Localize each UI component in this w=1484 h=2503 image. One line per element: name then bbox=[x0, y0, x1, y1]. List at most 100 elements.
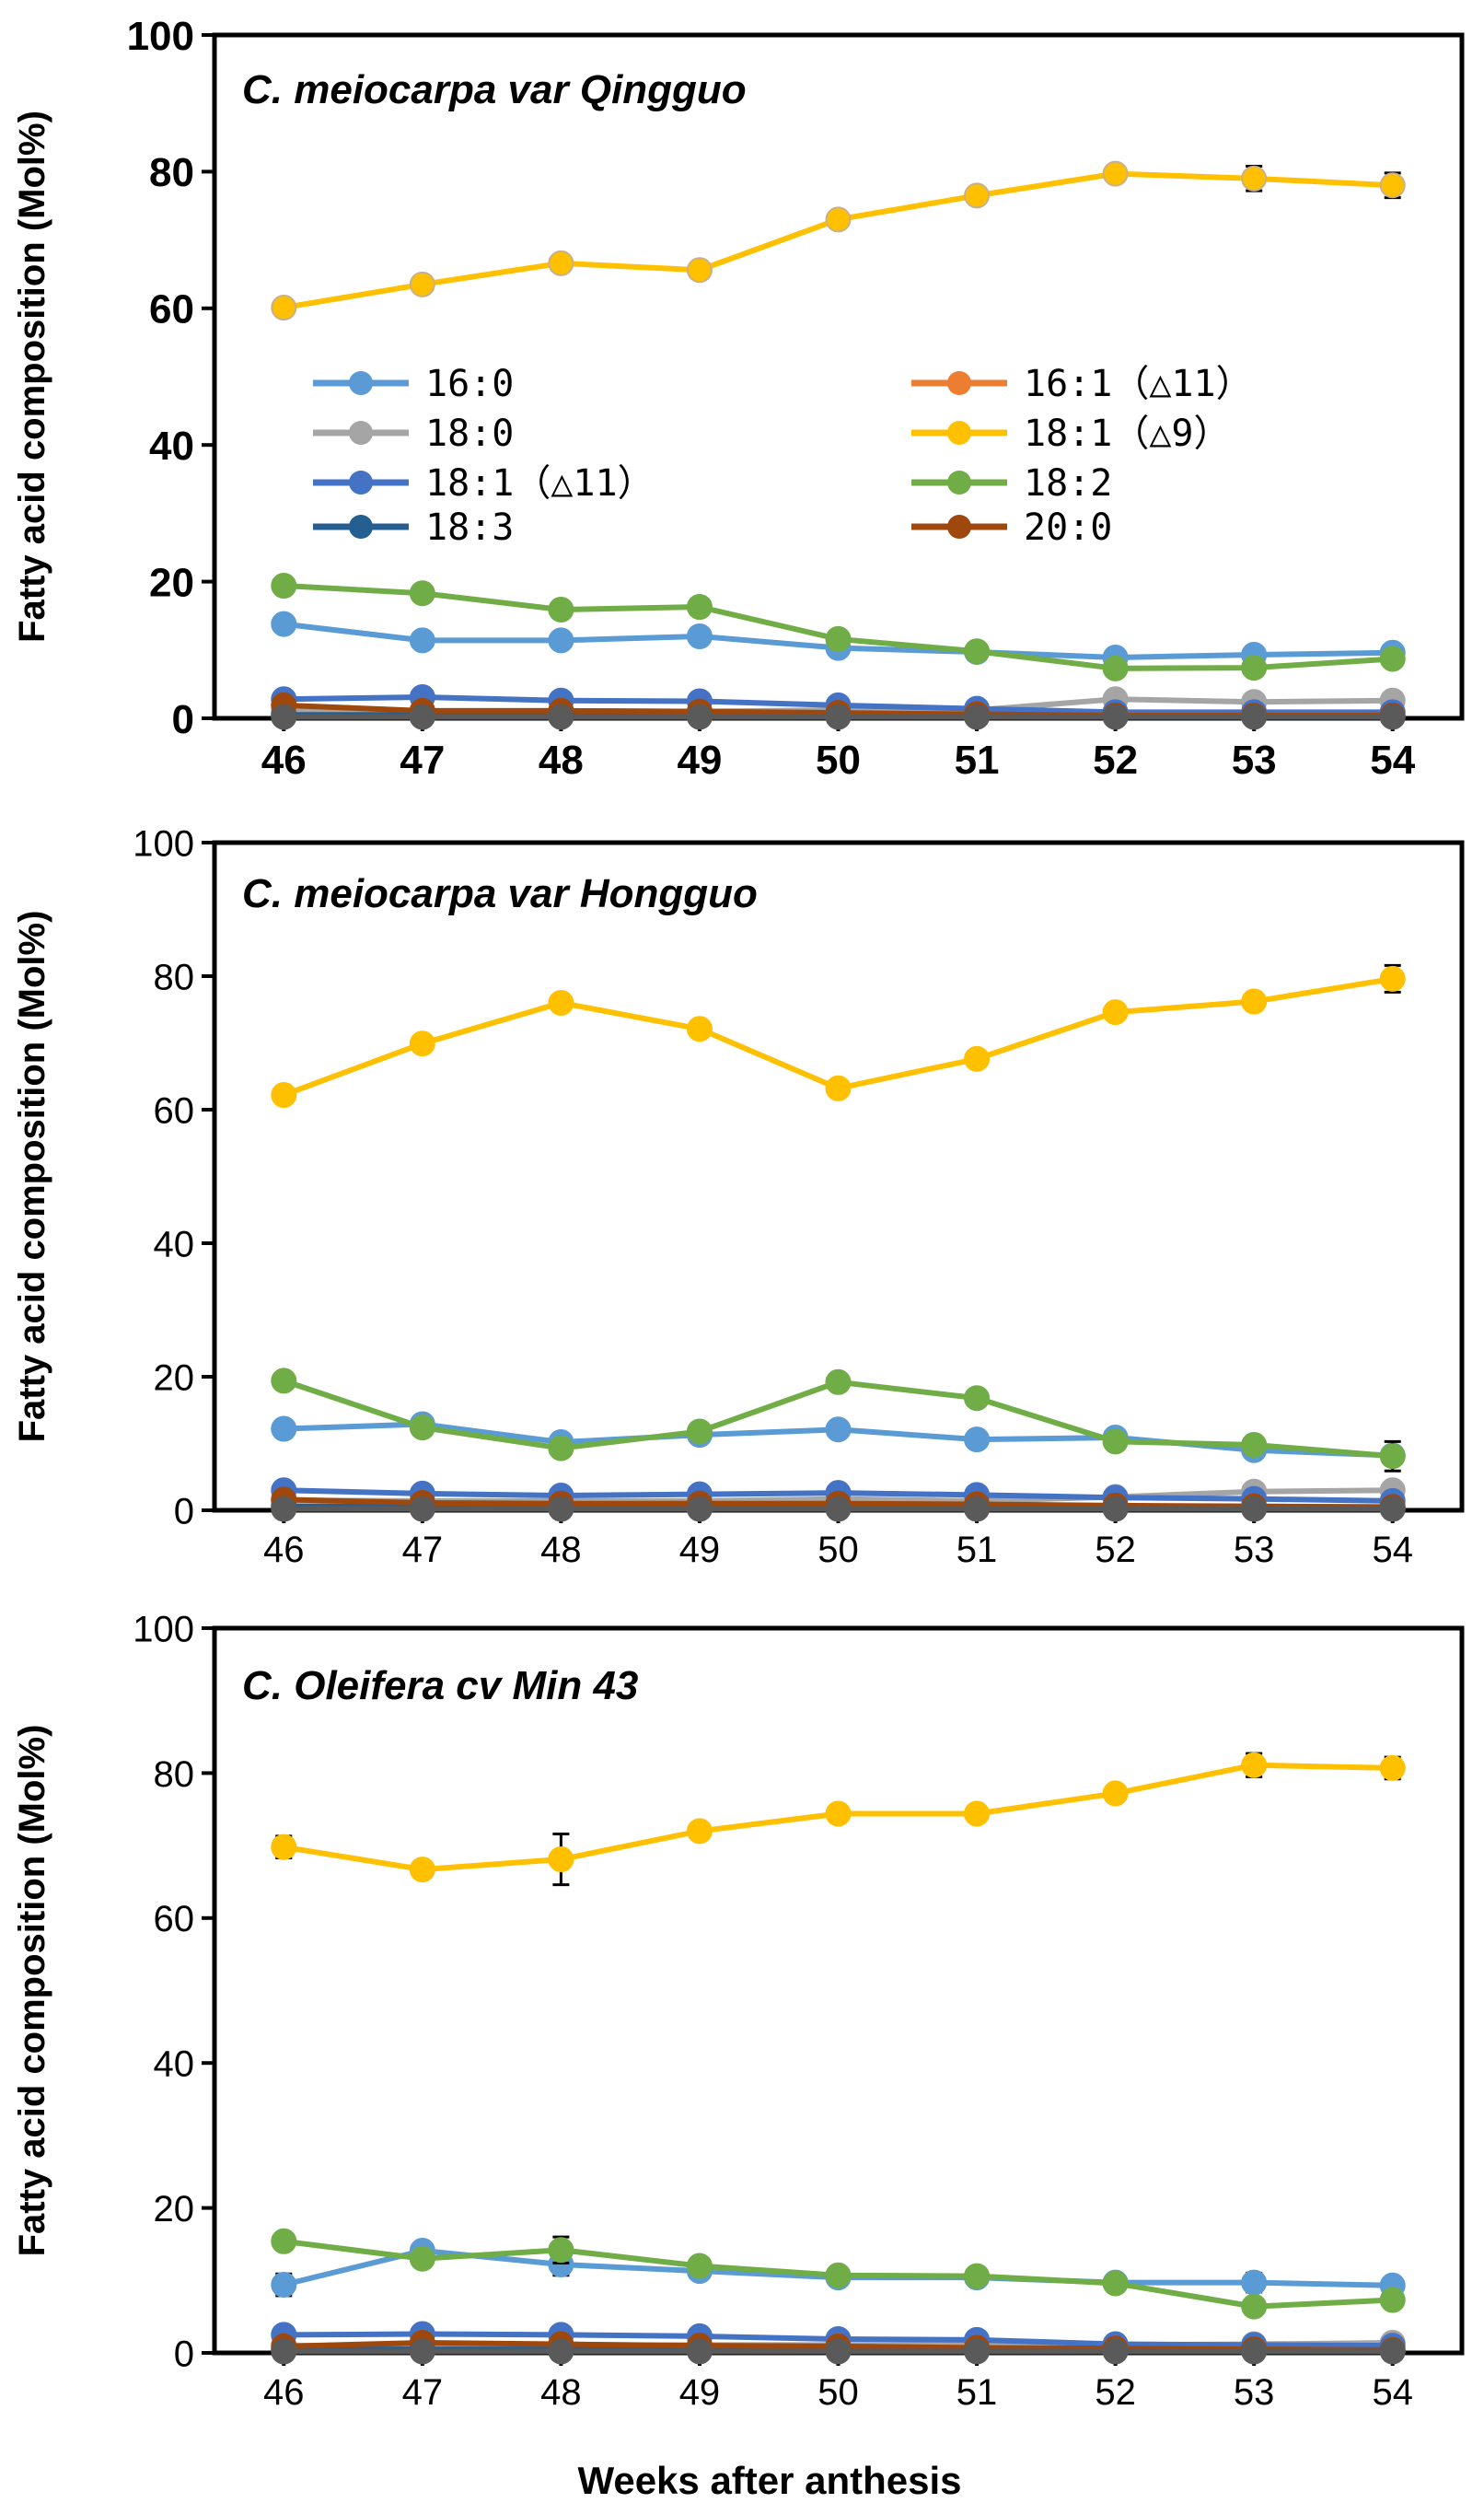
legend-marker bbox=[947, 515, 971, 539]
data-point bbox=[409, 627, 435, 654]
data-point bbox=[825, 1496, 852, 1522]
x-tick-label: 47 bbox=[400, 738, 445, 783]
chart-panel-3: 0 20 40 60 80 100 46 47 48 49 50 51 52 53 54 Fatty acid… bbox=[12, 1609, 1465, 2413]
data-point bbox=[964, 2338, 991, 2365]
data-point bbox=[964, 1800, 991, 1827]
y-tick-label: 60 bbox=[149, 287, 194, 332]
legend-label: 20:0 bbox=[1024, 506, 1112, 549]
data-point bbox=[1379, 965, 1406, 992]
legend-marker bbox=[947, 421, 971, 445]
x-tick-label: 49 bbox=[679, 2372, 721, 2413]
data-point bbox=[686, 2253, 713, 2279]
data-point bbox=[1241, 2338, 1268, 2365]
legend-marker bbox=[349, 515, 373, 539]
x-tick-label: 49 bbox=[677, 738, 722, 783]
data-point bbox=[548, 704, 574, 730]
y-axis-title: Fatty acid composition (Mol%) bbox=[12, 1725, 52, 2257]
legend-label: 18:1（△11） bbox=[425, 462, 655, 505]
y-tick-label: 20 bbox=[149, 560, 194, 605]
chart-panel-1: 0 20 40 60 80 100 46 47 48 49 50 51 52 53 54 Fatty acid… bbox=[12, 14, 1465, 783]
legend-label: 18:3 bbox=[425, 506, 514, 549]
y-tick-label: 20 bbox=[154, 1357, 195, 1398]
legend-item: 18:0 bbox=[313, 413, 514, 455]
x-tick-label: 53 bbox=[1234, 2372, 1275, 2413]
y-tick-label: 60 bbox=[154, 1090, 195, 1131]
data-point bbox=[686, 594, 713, 621]
series-18:2 bbox=[271, 1368, 1406, 1473]
panel-title: C. meiocarpa var Hongguo bbox=[242, 871, 758, 916]
y-tick-label: 40 bbox=[154, 2044, 195, 2085]
overlay-series bbox=[271, 2338, 1406, 2365]
x-tick-label: 48 bbox=[539, 738, 584, 783]
data-point bbox=[271, 295, 297, 321]
legend-item: 18:1（△9） bbox=[911, 413, 1231, 455]
overlay-series bbox=[271, 704, 1406, 730]
data-point bbox=[271, 1834, 297, 1860]
x-tick-label: 54 bbox=[1372, 2372, 1413, 2413]
y-axis-title: Fatty acid composition (Mol%) bbox=[12, 111, 52, 643]
data-point bbox=[686, 2338, 713, 2365]
data-point bbox=[409, 1414, 435, 1441]
data-point bbox=[964, 182, 991, 209]
y-tick-label: 100 bbox=[133, 1609, 194, 1649]
legend-marker bbox=[349, 371, 373, 395]
data-point bbox=[548, 597, 574, 623]
data-point bbox=[409, 1857, 435, 1883]
data-point bbox=[271, 2228, 297, 2254]
legend-label: 18:0 bbox=[425, 413, 514, 455]
x-tick-label: 49 bbox=[679, 1530, 721, 1570]
data-point bbox=[825, 1416, 852, 1443]
data-point bbox=[964, 638, 991, 665]
data-point bbox=[409, 2338, 435, 2365]
data-point bbox=[548, 990, 574, 1016]
x-tick-label: 52 bbox=[1095, 1530, 1136, 1570]
x-tick-label: 54 bbox=[1372, 1530, 1413, 1570]
data-point bbox=[686, 1496, 713, 1522]
data-point bbox=[686, 1818, 713, 1845]
x-tick-label: 48 bbox=[540, 2372, 582, 2413]
data-point bbox=[1241, 655, 1268, 681]
y-tick-label: 80 bbox=[154, 1754, 195, 1795]
series-18:1（△9） bbox=[271, 160, 1406, 321]
data-point bbox=[964, 1426, 991, 1453]
data-point bbox=[271, 2338, 297, 2365]
data-point bbox=[271, 611, 297, 637]
data-point bbox=[271, 1082, 297, 1109]
data-point bbox=[1102, 2270, 1129, 2297]
data-point bbox=[964, 1045, 991, 1072]
chart-panel-2: 0 20 40 60 80 100 46 47 48 49 50 51 52 53 54 Fatty acid… bbox=[12, 823, 1465, 1570]
data-point bbox=[271, 1496, 297, 1522]
data-point bbox=[825, 625, 852, 652]
x-tick-label: 52 bbox=[1095, 2372, 1136, 2413]
data-point bbox=[1102, 1428, 1129, 1455]
data-point bbox=[548, 2237, 574, 2264]
data-point bbox=[1102, 1496, 1129, 1522]
legend-label: 18:1（△9） bbox=[1024, 413, 1231, 455]
x-tick-label: 47 bbox=[402, 1530, 444, 1570]
data-point bbox=[1379, 646, 1406, 672]
data-point bbox=[409, 580, 435, 607]
y-axis-title: Fatty acid composition (Mol%) bbox=[12, 911, 52, 1443]
legend-label: 16:0 bbox=[425, 363, 514, 405]
y-tick-label: 80 bbox=[149, 150, 194, 195]
data-point bbox=[1241, 704, 1268, 730]
data-point bbox=[1379, 1443, 1406, 1470]
legend-label: 18:2 bbox=[1024, 462, 1112, 505]
panel-title: C. meiocarpa var Qingguo bbox=[242, 67, 747, 112]
data-point bbox=[548, 250, 574, 276]
x-tick-label: 50 bbox=[817, 1530, 859, 1570]
data-point bbox=[271, 1415, 297, 1442]
data-point bbox=[825, 1800, 852, 1827]
data-point bbox=[825, 2262, 852, 2288]
y-tick-label: 0 bbox=[174, 2334, 194, 2374]
data-point bbox=[686, 257, 713, 284]
series-18:1（△9） bbox=[271, 963, 1406, 1109]
data-point bbox=[825, 206, 852, 233]
panel-title: C. Oleifera cv Min 43 bbox=[242, 1663, 638, 1708]
series-18:1（△9） bbox=[271, 1752, 1406, 1887]
data-point bbox=[686, 1016, 713, 1042]
x-tick-label: 46 bbox=[261, 738, 307, 783]
data-point bbox=[1102, 999, 1129, 1026]
y-tick-label: 40 bbox=[149, 424, 194, 469]
data-point bbox=[1241, 165, 1268, 192]
